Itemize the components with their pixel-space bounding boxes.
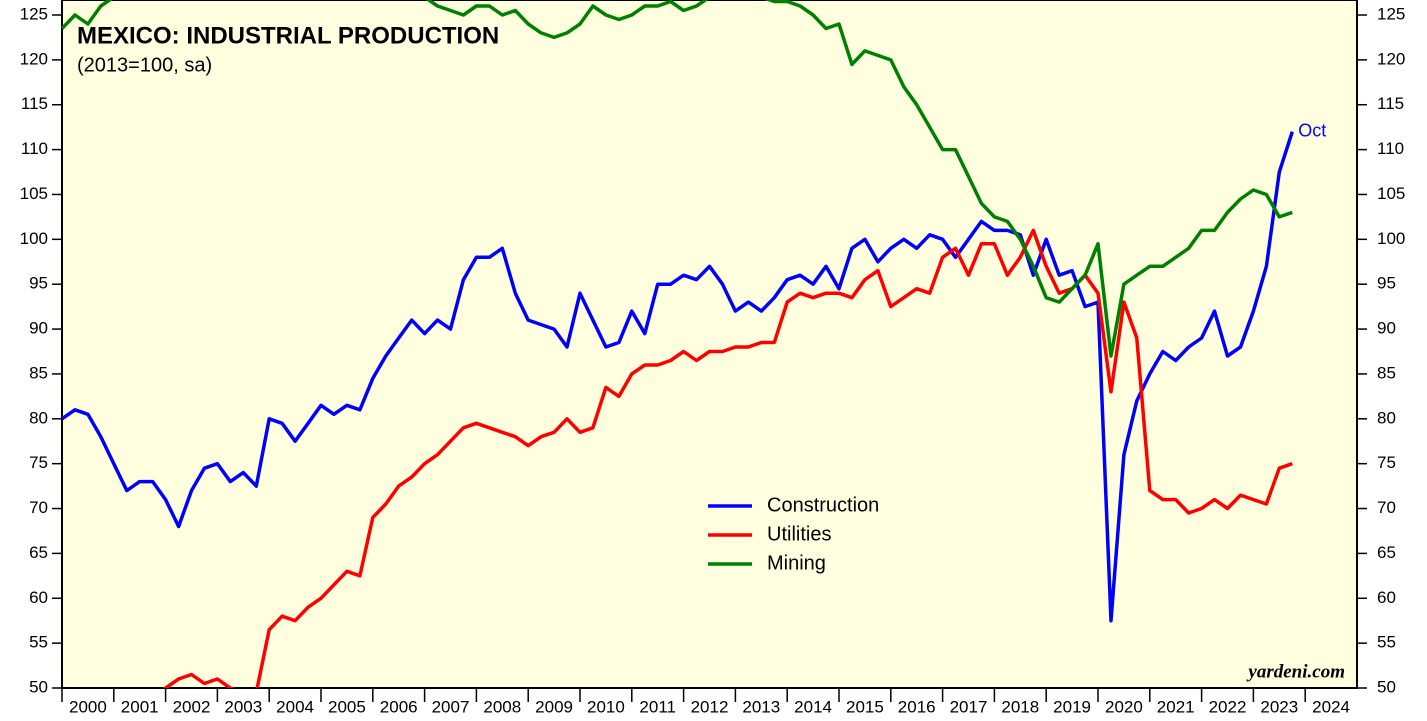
y2-tick-label: 50 [1377,677,1396,696]
y2-tick-label: 95 [1377,274,1396,293]
y-tick-label: 110 [21,139,48,158]
y-tick-label: 70 [29,498,48,517]
x-tick-label: 2015 [846,697,884,716]
x-tick-label: 2018 [1001,697,1039,716]
x-tick-label: 2001 [121,697,159,716]
lines [62,0,1294,688]
legend: Construction Utilities Mining [708,494,879,574]
x-tick-label: 2024 [1312,697,1350,716]
y-tick-label: 125 [20,4,48,23]
y2-tick-label: 80 [1377,408,1396,427]
x-tick-label: 2003 [224,697,262,716]
x-tick-label: 2000 [69,697,107,716]
y2-tick-label: 90 [1377,319,1396,338]
x-tick-label: 2005 [328,697,366,716]
x-tick-label: 2008 [483,697,521,716]
y-tick-label: 75 [29,453,48,472]
chart-subtitle: (2013=100, sa) [77,54,212,76]
y-tick-label: 55 [29,633,48,652]
x-tick-label: 2011 [639,697,676,716]
y2-tick-label: 75 [1377,453,1396,472]
annotation: Oct [1298,120,1326,140]
y-tick-label: 90 [29,319,48,338]
y-tick-label: 100 [20,229,48,248]
x-tick-label: 2004 [276,697,314,716]
y2-tick-label: 105 [1377,184,1405,203]
y-tick-label: 85 [29,363,48,382]
source: yardeni.com [1246,661,1345,682]
chart-title: MEXICO: INDUSTRIAL PRODUCTION [77,22,499,49]
y-tick-label: 50 [29,677,48,696]
x-tick-label: 2023 [1260,697,1298,716]
y2-tick-label: 115 [1377,94,1404,113]
y-tick-label: 115 [21,94,48,113]
x-tick-label: 2014 [794,697,832,716]
x-tick-label: 2013 [742,697,780,716]
series-line [62,0,1293,358]
y-tick-label: 95 [29,274,48,293]
y2-tick-label: 65 [1377,543,1396,562]
y2-tick-label: 70 [1377,498,1396,517]
legend-label: Utilities [767,523,831,545]
y2-tick-label: 55 [1377,633,1396,652]
x-tick-label: 2010 [587,697,625,716]
x-tick-label: 2007 [432,697,470,716]
legend-label: Mining [767,552,826,574]
y2-tick-label: 110 [1377,139,1404,158]
x-tick-label: 2002 [173,697,211,716]
x-tick-label: 2020 [1105,697,1143,716]
y-tick-label: 105 [20,184,48,203]
y2-tick-label: 85 [1377,363,1396,382]
x-tick-label: 2021 [1157,697,1195,716]
y-tick-label: 80 [29,408,48,427]
y-tick-label: 120 [20,49,48,68]
x-tick-label: 2012 [691,697,729,716]
x-tick-label: 2016 [898,697,936,716]
y2-tick-label: 125 [1377,4,1405,23]
x-tick-label: 2006 [380,697,418,716]
y2-tick-label: 100 [1377,229,1405,248]
x-tick-label: 2017 [950,697,988,716]
series-line [162,228,1293,688]
y-tick-label: 60 [29,588,48,607]
y-tick-label: 65 [29,543,48,562]
series-line [62,131,1294,623]
y2-tick-label: 60 [1377,588,1396,607]
y2-tick-label: 120 [1377,49,1405,68]
x-tick-label: 2022 [1209,697,1247,716]
legend-label: Construction [767,494,879,516]
x-tick-label: 2009 [535,697,573,716]
plot-area [61,0,1358,689]
x-tick-label: 2019 [1053,697,1091,716]
axes: 50 50 55 55 60 60 65 65 70 70 75 75 80 80 85 85 90 90 95 95… [20,4,1406,716]
